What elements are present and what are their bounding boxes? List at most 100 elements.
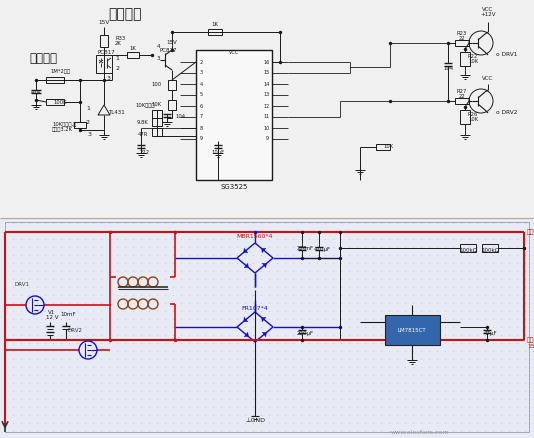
Text: 3: 3 — [156, 56, 160, 60]
Text: 母线高压: 母线高压 — [29, 52, 57, 64]
Bar — [0, 218, 534, 438]
Text: 8: 8 — [199, 126, 202, 131]
Text: 15V: 15V — [167, 39, 177, 45]
Text: 7: 7 — [199, 114, 202, 120]
Text: 2: 2 — [199, 60, 202, 64]
Bar — [5, 222, 529, 432]
Text: 104: 104 — [175, 113, 185, 119]
Text: 3: 3 — [107, 75, 111, 81]
Text: 10K: 10K — [383, 145, 393, 149]
Text: 474: 474 — [31, 91, 41, 95]
Bar — [152, 128, 162, 136]
Text: TL431: TL431 — [108, 110, 124, 114]
Text: 4: 4 — [156, 45, 160, 49]
Text: 4: 4 — [199, 81, 202, 86]
Polygon shape — [262, 248, 266, 253]
Text: 辅助电源: 辅助电源 — [108, 7, 142, 21]
Text: FR107*4: FR107*4 — [241, 305, 269, 311]
Bar — [152, 110, 162, 118]
Bar — [196, 50, 272, 180]
Text: 1K: 1K — [130, 46, 136, 50]
Text: 100kΩ: 100kΩ — [481, 247, 499, 252]
Bar — [460, 244, 476, 252]
Bar — [385, 315, 440, 345]
Bar — [46, 99, 64, 105]
Text: VCC: VCC — [229, 50, 239, 56]
Text: 100K: 100K — [53, 99, 67, 105]
Bar — [46, 77, 64, 83]
Text: R22
10K: R22 10K — [468, 53, 478, 64]
Text: 母线高压: 母线高压 — [527, 229, 534, 235]
Polygon shape — [244, 317, 248, 322]
Text: 222: 222 — [140, 149, 150, 155]
Text: 9.8K: 9.8K — [136, 120, 148, 124]
Text: V1
12 V: V1 12 V — [46, 310, 58, 321]
Text: PCB17: PCB17 — [97, 49, 115, 54]
Text: 14: 14 — [264, 81, 270, 86]
Text: 220μF: 220μF — [296, 331, 313, 336]
Text: 1M*2并联: 1M*2并联 — [50, 70, 70, 74]
Text: 10K: 10K — [152, 102, 162, 107]
Text: R26
10K: R26 10K — [468, 112, 478, 122]
Text: 1: 1 — [86, 106, 90, 110]
Bar — [455, 98, 469, 104]
Text: 104: 104 — [443, 66, 453, 71]
Text: DRV1: DRV1 — [14, 283, 29, 287]
Polygon shape — [262, 332, 266, 337]
Text: 2: 2 — [115, 66, 119, 71]
Text: VCC: VCC — [482, 75, 493, 81]
Text: 100kΩ: 100kΩ — [459, 247, 477, 252]
Bar — [455, 40, 469, 46]
Text: 12: 12 — [264, 103, 270, 109]
Text: 100: 100 — [152, 82, 162, 88]
Text: 6: 6 — [199, 103, 202, 109]
Text: R23
22: R23 22 — [457, 31, 467, 42]
Bar — [74, 122, 86, 128]
Text: 47R: 47R — [138, 131, 148, 137]
Text: 13: 13 — [264, 92, 270, 98]
Text: o DRV2: o DRV2 — [496, 110, 517, 114]
Bar — [460, 52, 470, 66]
Text: 5: 5 — [199, 92, 202, 98]
Text: ⊥GND: ⊥GND — [245, 417, 265, 423]
Bar — [152, 118, 162, 126]
Polygon shape — [244, 263, 248, 268]
Text: LM7815CT: LM7815CT — [398, 328, 426, 332]
Text: R33
2K: R33 2K — [115, 35, 125, 46]
Bar — [460, 110, 470, 124]
Text: 1K: 1K — [211, 21, 218, 27]
Text: 470μF: 470μF — [313, 247, 331, 251]
Bar — [0, 0, 534, 218]
Text: 10: 10 — [264, 126, 270, 131]
Text: 9: 9 — [200, 137, 202, 141]
Bar — [482, 244, 498, 252]
Text: R27
22: R27 22 — [457, 88, 467, 99]
Text: DRV2: DRV2 — [67, 328, 82, 332]
Bar — [168, 100, 176, 110]
Polygon shape — [244, 332, 248, 337]
Text: 47μF: 47μF — [483, 331, 497, 336]
Polygon shape — [244, 248, 248, 253]
Text: 3: 3 — [199, 71, 202, 75]
Bar — [376, 144, 390, 150]
Text: 10uF: 10uF — [211, 149, 225, 155]
Bar — [168, 80, 176, 90]
Text: 10mF: 10mF — [60, 312, 76, 318]
Text: www.elecfans.com: www.elecfans.com — [391, 430, 449, 434]
Text: 16: 16 — [264, 60, 270, 64]
Bar — [96, 55, 112, 73]
Text: 辅助电源
15V: 辅助电源 15V — [527, 337, 534, 349]
Text: 3: 3 — [88, 133, 92, 138]
Text: 11: 11 — [264, 114, 270, 120]
Text: 220nF: 220nF — [296, 247, 313, 251]
Bar — [100, 35, 108, 47]
Text: 2: 2 — [86, 120, 90, 124]
Text: 1: 1 — [115, 56, 119, 60]
Polygon shape — [262, 317, 266, 322]
Polygon shape — [262, 263, 266, 268]
Text: SG3525: SG3525 — [221, 184, 248, 190]
Text: o DRV1: o DRV1 — [496, 52, 517, 57]
Text: VCC
+12V: VCC +12V — [480, 7, 496, 18]
Text: 10K电位器,跳
到大约3.2K: 10K电位器,跳 到大约3.2K — [52, 122, 76, 132]
Text: 15V: 15V — [98, 20, 109, 25]
